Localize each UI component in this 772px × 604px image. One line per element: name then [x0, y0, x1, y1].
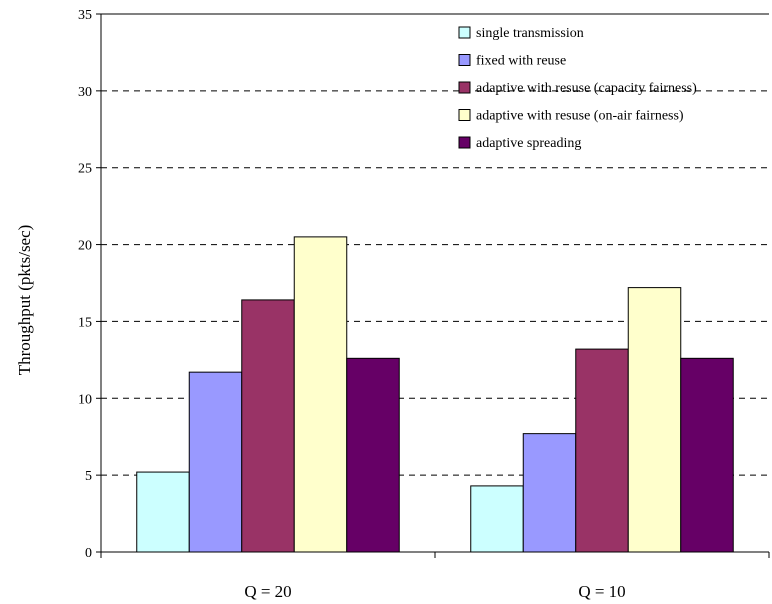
- bar-adaptive-with-resuse-on-air-fairness--q20: [293, 236, 348, 553]
- bar-fixed-with-reuse-q20: [188, 371, 243, 553]
- y-tick-label: 30: [78, 85, 92, 100]
- legend-label: adaptive with resuse (capacity fairness): [476, 81, 697, 96]
- y-tick-label: 5: [85, 469, 92, 484]
- legend-swatch: [458, 136, 471, 149]
- bar-adaptive-with-resuse-capacity-fairness--q10: [575, 348, 629, 553]
- y-axis-title: Throughput (pkts/sec): [15, 225, 34, 376]
- y-tick-label: 0: [85, 546, 92, 561]
- bar-fixed-with-reuse-q10: [522, 433, 577, 553]
- legend-label: adaptive with resuse (on-air fairness): [476, 109, 684, 124]
- bar-adaptive-with-resuse-capacity-fairness--q20: [241, 299, 295, 553]
- bar-adaptive-with-resuse-on-air-fairness--q10: [627, 287, 682, 553]
- y-tick-label: 25: [78, 162, 92, 177]
- bar-single-transmission-q10: [470, 485, 524, 553]
- category-label: Q = 10: [578, 582, 625, 601]
- category-label: Q = 20: [244, 582, 291, 601]
- y-tick-label: 15: [78, 315, 92, 330]
- legend-swatch: [458, 26, 471, 39]
- bar-adaptive-spreading-q10: [680, 357, 734, 553]
- legend: single transmission fixed with reuse adapt…: [458, 26, 697, 151]
- y-tick-labels: 0 5 10 15 20 25 30 35: [78, 8, 92, 561]
- y-tick-label: 20: [78, 239, 92, 254]
- category-labels: Q = 20 Q = 10: [244, 582, 625, 601]
- legend-label: single transmission: [476, 26, 584, 41]
- y-tick-label: 10: [78, 392, 92, 407]
- bar-single-transmission-q20: [136, 471, 190, 553]
- bars: [136, 236, 734, 553]
- legend-swatch: [458, 81, 471, 94]
- legend-label: fixed with reuse: [476, 54, 566, 69]
- axes: [96, 13, 770, 558]
- legend-swatch: [458, 54, 471, 66]
- y-tick-label: 35: [78, 8, 92, 23]
- legend-swatch: [458, 109, 471, 121]
- legend-label: adaptive spreading: [476, 136, 581, 151]
- bar-adaptive-spreading-q20: [346, 357, 400, 553]
